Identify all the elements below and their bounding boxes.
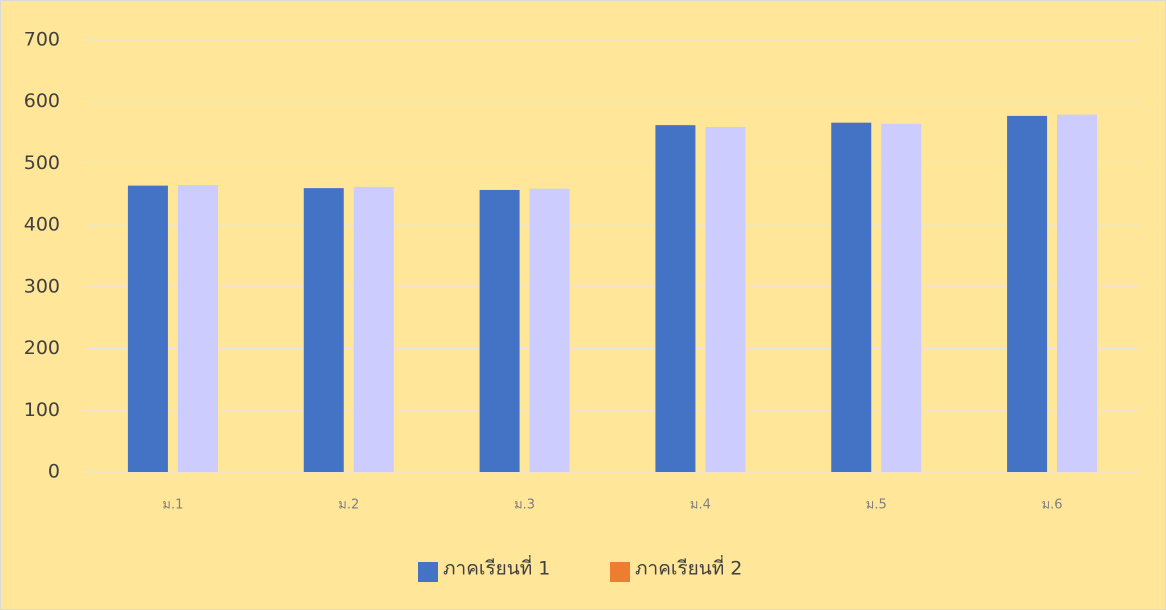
bar [831, 122, 872, 472]
bar [353, 186, 394, 472]
x-tick-label: ม.4 [690, 498, 711, 513]
bar [529, 188, 570, 472]
bar [479, 189, 520, 473]
bar [303, 188, 344, 472]
bar [705, 127, 746, 472]
legend-swatch [610, 562, 630, 582]
x-tick-label: ม.2 [338, 498, 359, 513]
x-tick-label: ม.3 [514, 498, 535, 513]
y-tick-label: 400 [24, 214, 60, 236]
bar [655, 125, 696, 472]
bar [177, 185, 218, 472]
legend-swatch [418, 562, 438, 582]
bar [1007, 115, 1048, 472]
x-tick-label: ม.5 [866, 498, 887, 513]
x-tick-label: ม.6 [1042, 498, 1063, 513]
bar [881, 123, 922, 472]
y-tick-label: 500 [24, 152, 60, 174]
y-tick-label: 0 [48, 461, 60, 483]
y-tick-label: 700 [24, 29, 60, 51]
x-tick-label: ม.1 [162, 498, 183, 513]
y-tick-label: 100 [24, 399, 60, 421]
legend-label: ภาคเรียนที่ 2 [635, 555, 742, 580]
y-tick-label: 200 [24, 337, 60, 359]
legend-label: ภาคเรียนที่ 1 [443, 555, 550, 580]
y-tick-label: 300 [24, 275, 60, 297]
y-tick-label: 600 [24, 90, 60, 112]
bar [127, 185, 168, 472]
bar [1057, 114, 1098, 472]
